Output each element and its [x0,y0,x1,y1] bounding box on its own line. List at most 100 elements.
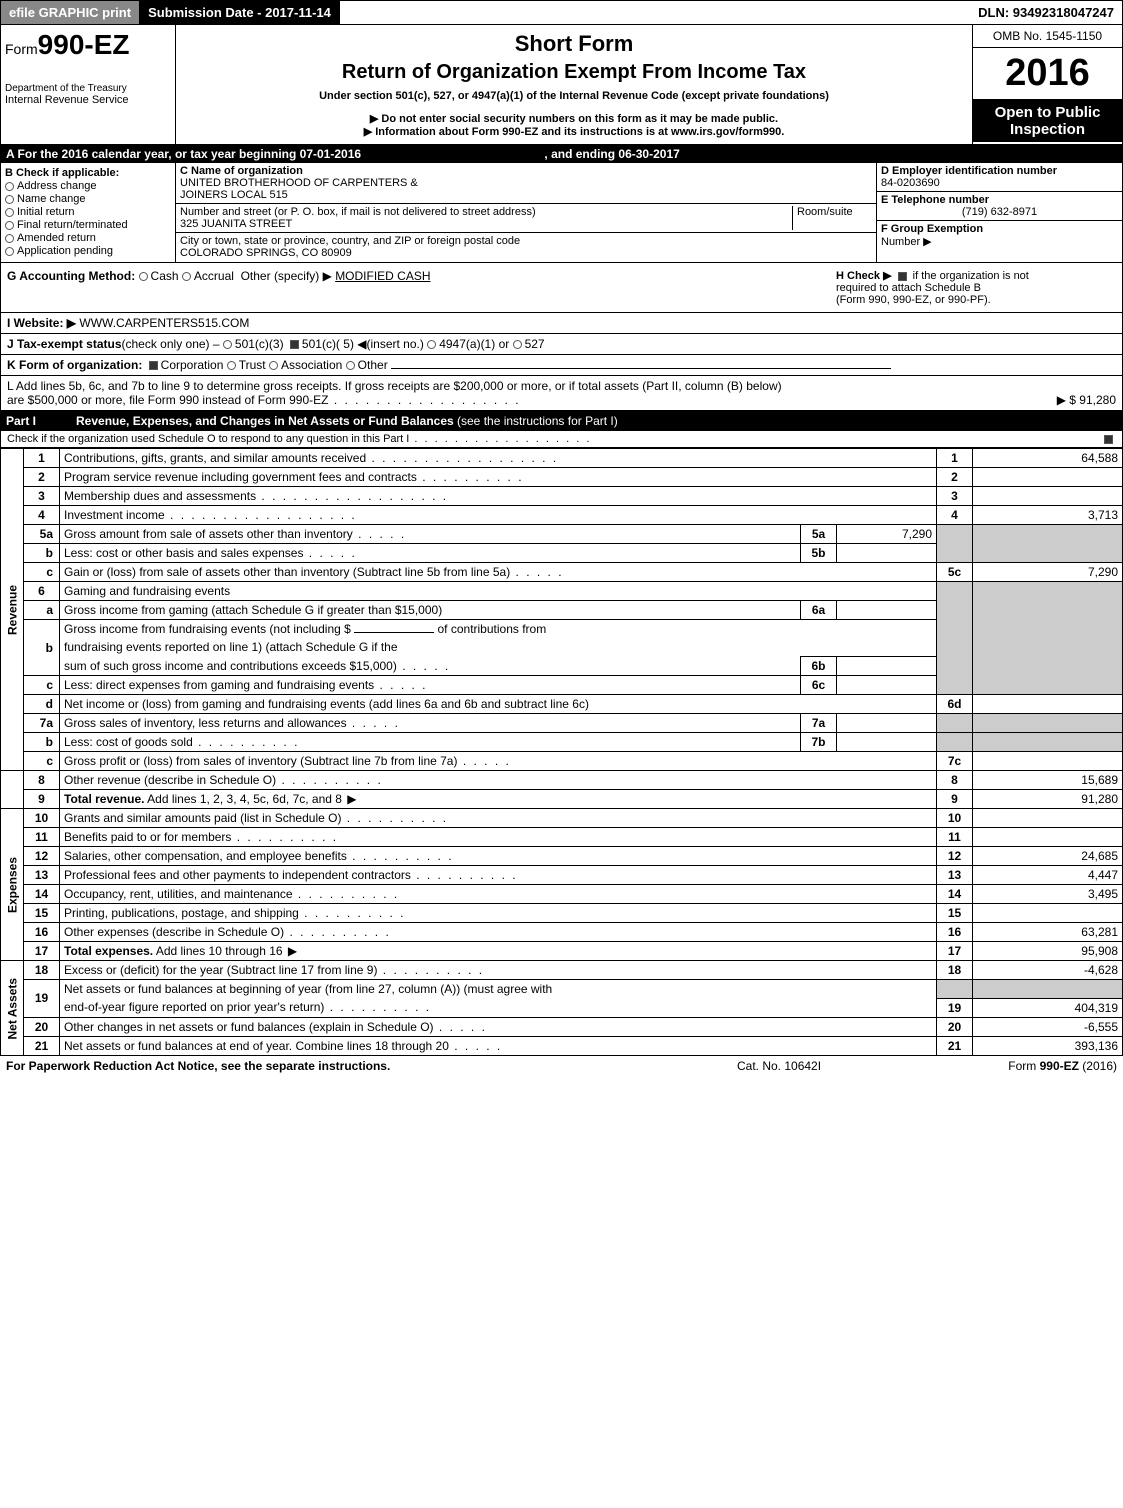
checkbox-h[interactable] [898,272,907,281]
c-addr-label: Number and street (or P. O. box, if mail… [180,206,536,218]
ln20-box: 20 [937,1017,973,1036]
return-title: Return of Organization Exempt From Incom… [182,61,966,84]
col-c: C Name of organization UNITED BROTHERHOO… [176,163,877,262]
ln5c-box: 5c [937,563,973,582]
k-other: Other [358,358,388,372]
checkbox-corporation[interactable] [149,361,158,370]
ln2-desc: Program service revenue including govern… [60,468,937,487]
e-tel: (719) 632-8971 [881,206,1118,218]
l-amount: ▶ $ 91,280 [1057,393,1116,407]
dept-treasury: Department of the Treasury [5,83,171,94]
radio-accrual[interactable] [182,272,191,281]
j-527: 527 [525,337,545,351]
j-501c5: 501(c)( 5) ◀(insert no.) [302,337,424,351]
opt-address-change: Address change [17,180,97,192]
ln13-desc: Professional fees and other payments to … [60,866,937,885]
j-4947: 4947(a)(1) or [439,337,509,351]
ln17-desc: Add lines 10 through 16 [156,944,299,958]
ln7a-desc: Gross sales of inventory, less returns a… [60,714,801,733]
ln11-desc: Benefits paid to or for members [60,828,937,847]
ln15-amt [973,904,1123,923]
i-label: I Website: ▶ [7,316,76,330]
row-h: H Check ▶ if the organization is not req… [836,269,1116,306]
ln4-desc: Investment income [60,506,937,525]
header-right: OMB No. 1545-1150 2016 Open to Public In… [972,25,1122,144]
ln7a-grey [937,714,973,733]
checkbox-part1[interactable] [1104,435,1113,444]
ln6d-box: 6d [937,695,973,714]
checkbox-501c5[interactable] [290,340,299,349]
info-link: ▶ Information about Form 990-EZ and its … [182,125,966,138]
under-section: Under section 501(c), 527, or 4947(a)(1)… [182,90,966,102]
ln5c-desc: Gain or (loss) from sale of assets other… [60,563,937,582]
tax-year: 2016 [973,48,1122,100]
efile-print-button[interactable]: efile GRAPHIC print [1,1,140,24]
ln5a-inner-amt: 7,290 [837,525,937,544]
c-name-row: C Name of organization UNITED BROTHERHOO… [176,163,876,204]
ln20-num: 20 [24,1017,60,1036]
sidelabel-expenses: Expenses [1,809,24,961]
sidelabel-revenue: Revenue [1,449,24,771]
radio-association[interactable] [269,361,278,370]
open-public-2: Inspection [975,121,1120,138]
radio-other[interactable] [346,361,355,370]
ln5a-desc: Gross amount from sale of assets other t… [60,525,801,544]
radio-initial-return[interactable] [5,208,14,217]
section-bcdef: B Check if applicable: Address change Na… [0,163,1123,263]
e-tel-row: E Telephone number (719) 632-8971 [877,192,1122,221]
ln10-desc: Grants and similar amounts paid (list in… [60,809,937,828]
ln15-box: 15 [937,904,973,923]
short-form-title: Short Form [182,31,966,57]
radio-final-return[interactable] [5,221,14,230]
ln18-box: 18 [937,961,973,980]
footer-left: For Paperwork Reduction Act Notice, see … [6,1059,737,1073]
row-gh: G Accounting Method: Cash Accrual Other … [0,263,1123,313]
radio-trust[interactable] [227,361,236,370]
ln6-num: 6 [24,582,60,601]
sidelabel-net-assets: Net Assets [1,961,24,1056]
header-left: Form990-EZ Department of the Treasury In… [1,25,176,144]
ln19-grey [937,980,973,999]
ln10-amt [973,809,1123,828]
ln9-box: 9 [937,790,973,809]
submission-date-button[interactable]: Submission Date - 2017-11-14 [140,1,340,24]
do-not-enter: ▶ Do not enter social security numbers o… [182,112,966,125]
radio-cash[interactable] [139,272,148,281]
ln11-amt [973,828,1123,847]
l-text-1: L Add lines 5b, 6c, and 7b to line 9 to … [7,379,782,393]
ln13-box: 13 [937,866,973,885]
ln5a-box: 5a [801,525,837,544]
omb-number: OMB No. 1545-1150 [973,25,1122,48]
form-prefix: Form [5,41,38,57]
ln5-amt-grey [973,525,1123,563]
ln13-num: 13 [24,866,60,885]
form-number: Form990-EZ [5,29,171,61]
radio-501c3[interactable] [223,340,232,349]
radio-4947[interactable] [427,340,436,349]
ln19-desc-a: Net assets or fund balances at beginning… [60,980,937,999]
d-ein-row: D Employer identification number 84-0203… [877,163,1122,192]
ln1-num: 1 [24,449,60,468]
ln21-amt: 393,136 [973,1036,1123,1055]
ln7b-inner-amt [837,733,937,752]
ln6b-desc-3: sum of such gross income and contributio… [60,657,801,676]
ln9-num: 9 [24,790,60,809]
ln6-amt-grey [973,582,1123,695]
radio-application-pending[interactable] [5,247,14,256]
radio-527[interactable] [513,340,522,349]
j-label: J Tax-exempt status [7,337,122,351]
radio-amended-return[interactable] [5,234,14,243]
ln2-num: 2 [24,468,60,487]
ln19-desc-b: end-of-year figure reported on prior yea… [60,998,937,1017]
c-city-label: City or town, state or province, country… [180,235,520,247]
ln12-desc: Salaries, other compensation, and employ… [60,847,937,866]
e-tel-label: E Telephone number [881,194,989,206]
radio-address-change[interactable] [5,182,14,191]
ln6-grey [937,582,973,695]
part1-header: Part I Revenue, Expenses, and Changes in… [0,411,1123,431]
ln6c-num: c [24,676,60,695]
ln7b-desc: Less: cost of goods sold [60,733,801,752]
radio-name-change[interactable] [5,195,14,204]
sidelabel-revenue-cont [1,771,24,809]
opt-name-change: Name change [17,193,86,205]
